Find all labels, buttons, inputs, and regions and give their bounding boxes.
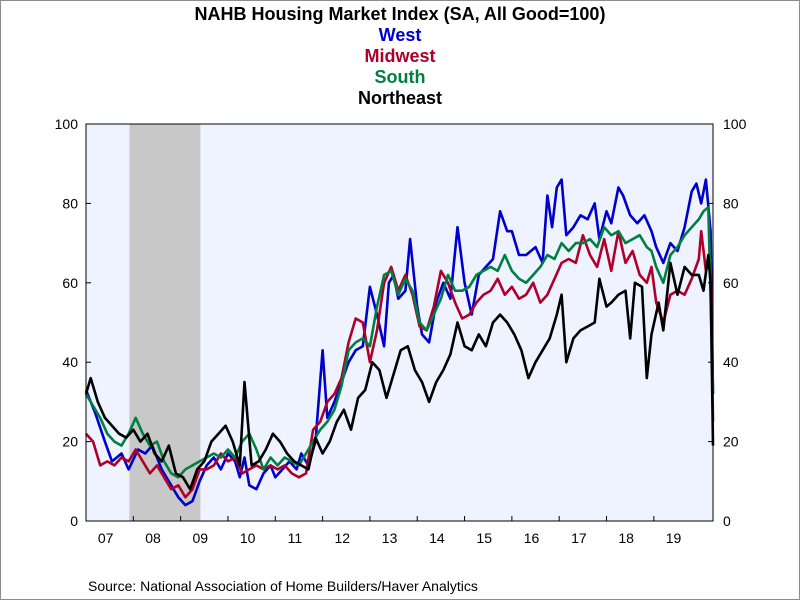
y-tick-label-left: 20: [62, 434, 78, 450]
plot-border: [85, 123, 714, 522]
x-tick-label: 15: [476, 530, 492, 546]
legend-label-west: West: [379, 25, 422, 45]
x-tick-label: 18: [618, 530, 634, 546]
x-tick-label: 16: [524, 530, 540, 546]
y-tick-label-left: 80: [62, 195, 78, 211]
legend-label-northeast: Northeast: [358, 88, 442, 108]
x-tick-label: 11: [288, 530, 303, 546]
x-tick-label: 19: [666, 530, 682, 546]
source-note: Source: National Association of Home Bui…: [88, 578, 478, 594]
series-layer: [84, 178, 715, 507]
x-tick-label: 12: [334, 530, 350, 546]
x-tick-label: 07: [98, 530, 114, 546]
x-tick-label: 08: [145, 530, 161, 546]
y-tick-label-right: 100: [723, 116, 747, 132]
y-tick-label-right: 60: [723, 275, 739, 291]
x-tick-label: 13: [382, 530, 398, 546]
series-line-south: [84, 206, 715, 479]
legend-label-south: South: [375, 67, 426, 87]
y-tick-label-left: 100: [55, 116, 79, 132]
y-tick-label-left: 0: [70, 513, 78, 529]
chart-title: NAHB Housing Market Index (SA, All Good=…: [195, 4, 606, 24]
y-tick-label-right: 20: [723, 434, 739, 450]
legend-label-midwest: Midwest: [364, 46, 435, 66]
x-tick-label: 10: [240, 530, 256, 546]
series-line-northeast: [84, 253, 715, 491]
y-tick-label-right: 0: [723, 513, 731, 529]
x-tick-label: 14: [429, 530, 445, 546]
x-tick-label: 17: [571, 530, 587, 546]
y-tick-label-right: 80: [723, 195, 739, 211]
y-tick-label-left: 60: [62, 275, 78, 291]
axes-layer: 0 0 20 20 40 40 60 60 80 80 100 100 07 08 09 10 11 12 13 14…: [55, 116, 747, 546]
y-tick-label-right: 40: [723, 354, 739, 370]
y-tick-label-left: 40: [62, 354, 78, 370]
series-line-west: [84, 178, 715, 507]
x-tick-label: 09: [193, 530, 209, 546]
